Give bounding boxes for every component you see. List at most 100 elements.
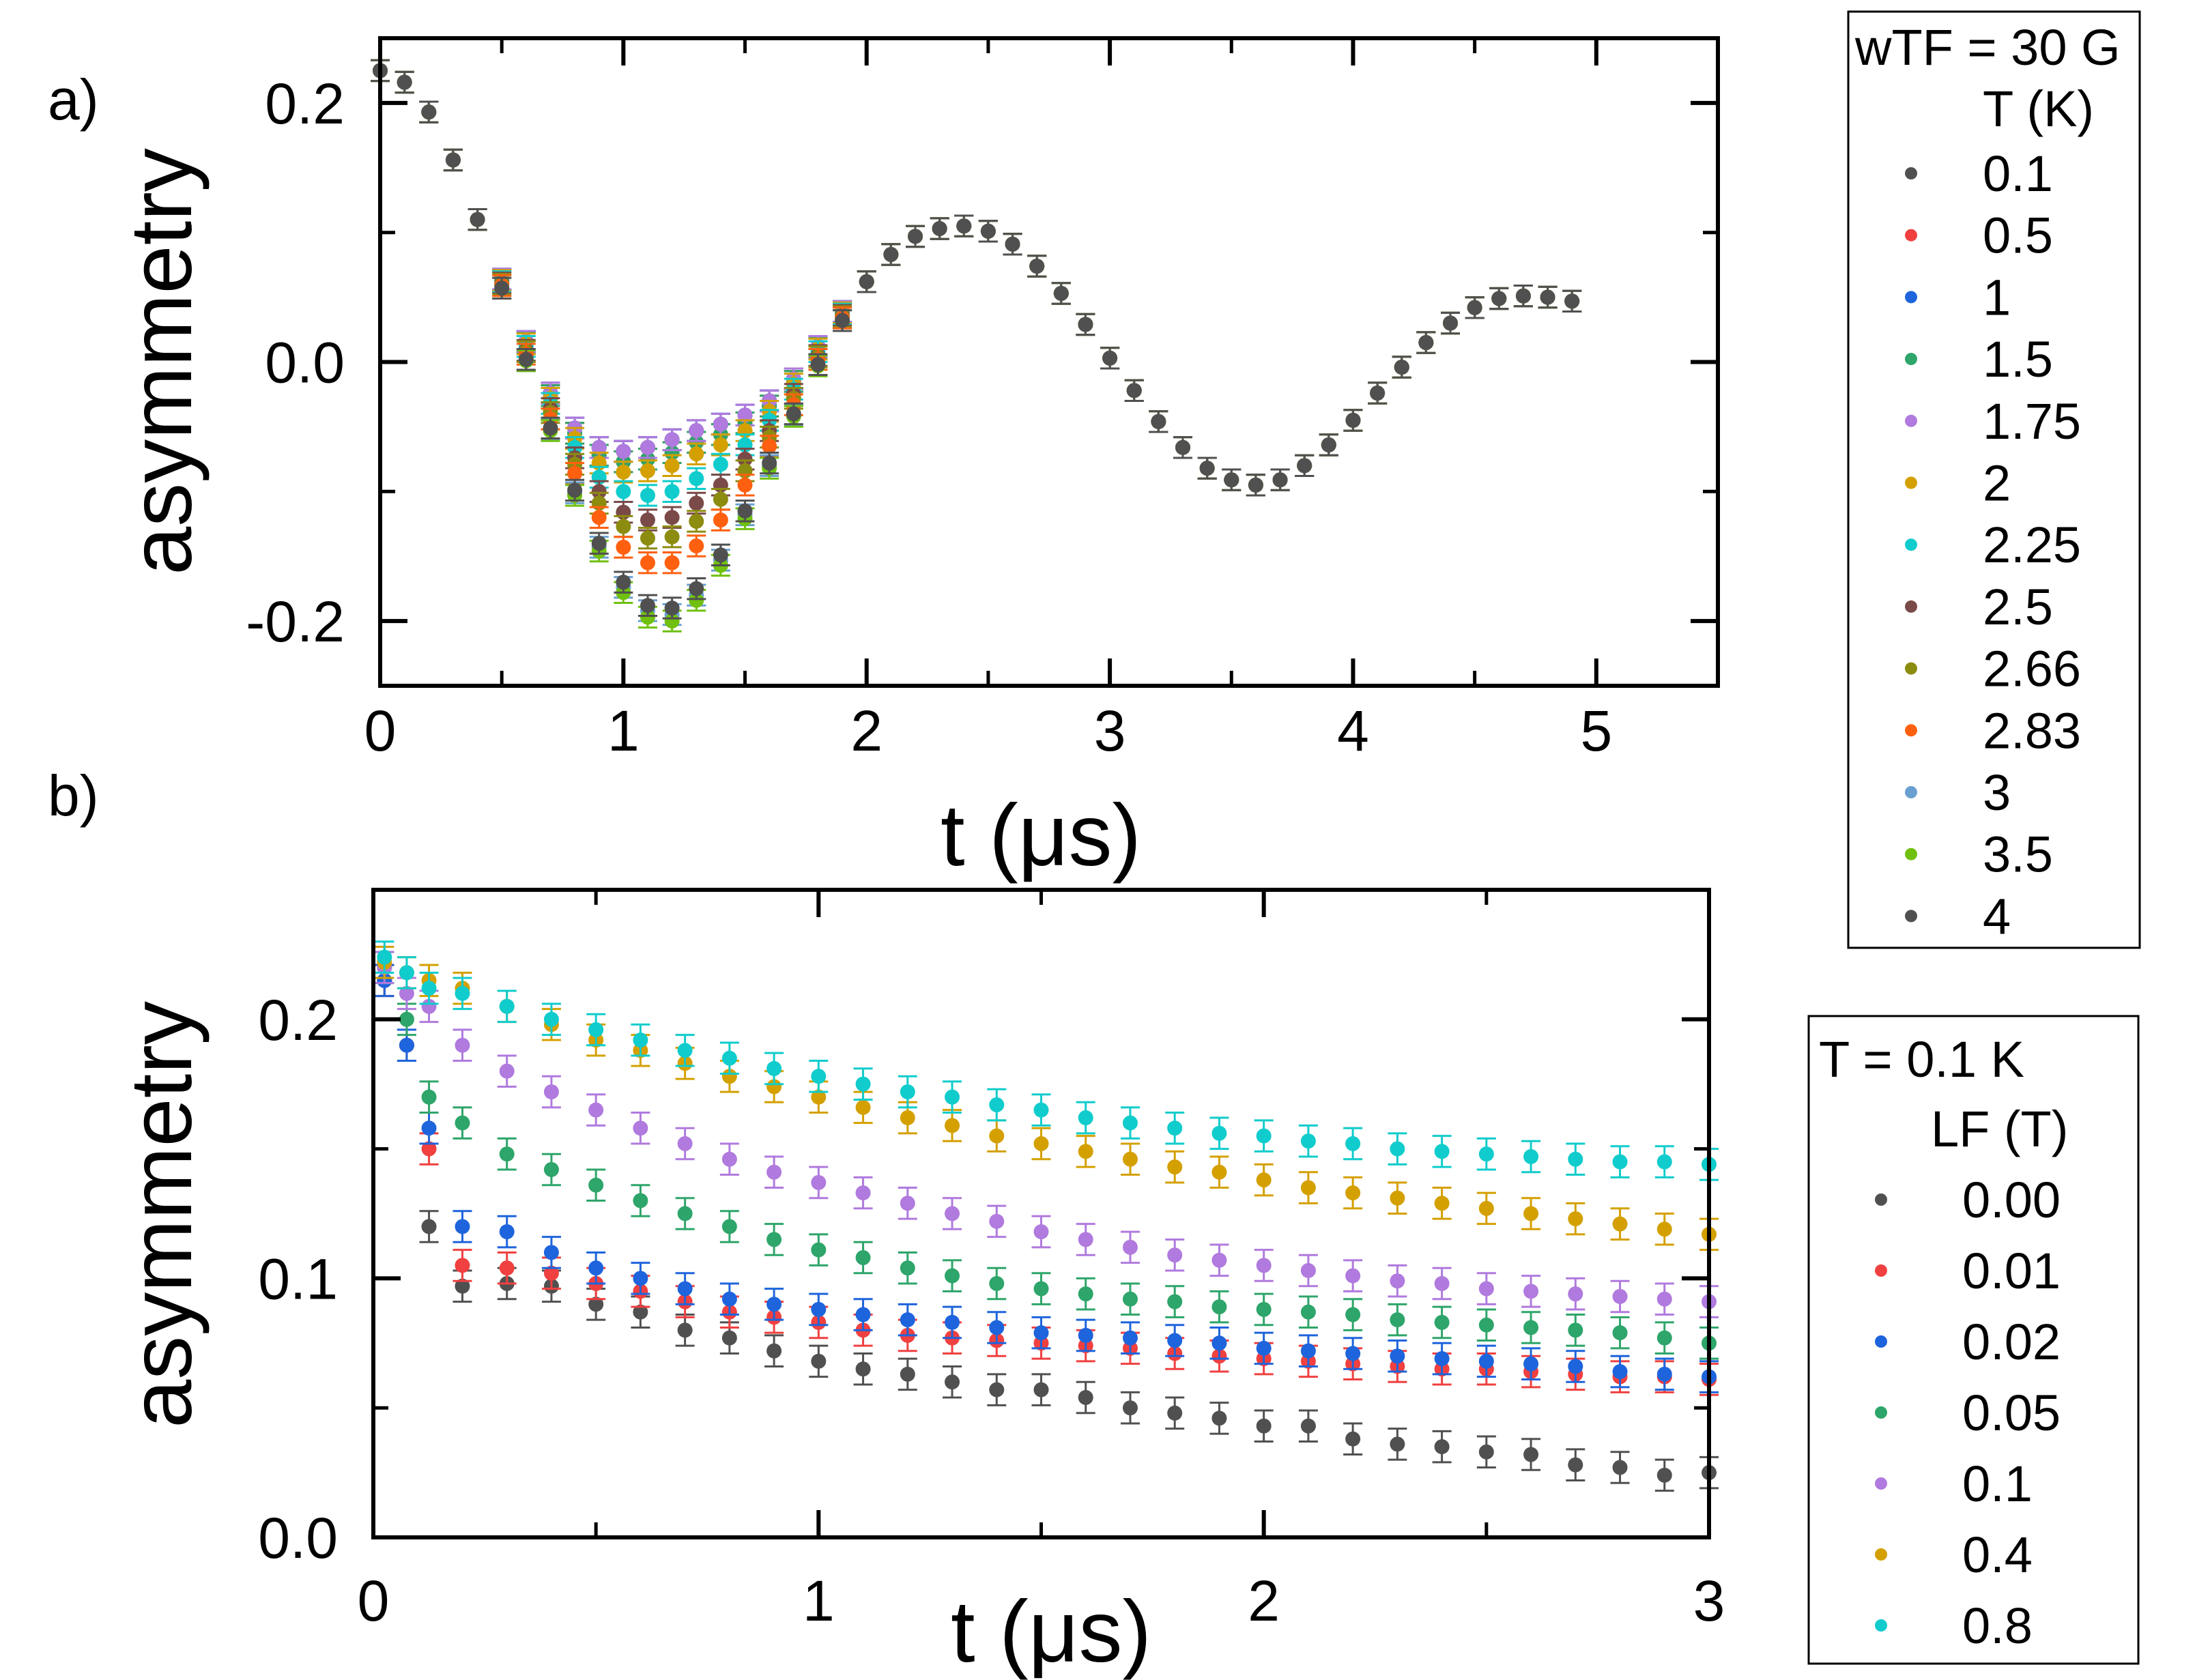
legend-label: 0.4	[1962, 1526, 2033, 1583]
marker	[1370, 386, 1386, 401]
data-point	[1254, 1409, 1274, 1443]
marker	[543, 1265, 559, 1281]
data-point	[589, 506, 609, 529]
data-point	[1654, 1145, 1674, 1178]
marker	[640, 598, 655, 613]
data-point	[1076, 1318, 1095, 1352]
data-point	[1100, 347, 1120, 370]
data-point	[1476, 1191, 1496, 1226]
marker	[1523, 1356, 1539, 1372]
marker	[543, 1161, 559, 1177]
marker	[945, 1374, 960, 1390]
data-point	[809, 1292, 829, 1327]
data-point	[1654, 1458, 1674, 1492]
legend-item: 0.1	[1905, 145, 2053, 202]
legend-subtitle: LF (T)	[1931, 1101, 2068, 1157]
marker	[1300, 1180, 1316, 1196]
marker	[737, 451, 753, 467]
marker	[1078, 1390, 1093, 1406]
data-point	[687, 577, 706, 600]
data-point	[1343, 1176, 1363, 1210]
marker	[399, 1037, 414, 1053]
data-point	[419, 100, 439, 124]
data-point	[943, 1365, 962, 1399]
x-tick-label: 2	[850, 699, 883, 763]
marker	[1656, 1330, 1672, 1346]
data-point	[675, 1314, 695, 1347]
legend-item: 0.05	[1875, 1385, 2061, 1441]
data-point	[987, 1311, 1007, 1344]
y-axis-label: asymmetry	[113, 1001, 210, 1428]
x-tick-label: 5	[1580, 699, 1612, 763]
marker	[591, 439, 607, 455]
data-point	[1432, 1135, 1452, 1168]
marker	[689, 538, 704, 554]
data-point	[764, 1288, 784, 1321]
data-point	[808, 353, 828, 376]
marker	[766, 1343, 782, 1359]
data-point	[833, 309, 852, 332]
marker	[567, 482, 583, 498]
marker	[499, 1063, 515, 1079]
legend-marker	[1875, 1548, 1887, 1561]
data-point	[541, 1236, 561, 1269]
legend-label: 1.5	[1983, 331, 2053, 388]
y-tick-label: 0.0	[265, 331, 345, 395]
marker	[689, 592, 704, 608]
marker	[1256, 1258, 1272, 1273]
marker	[1612, 1154, 1628, 1170]
marker	[1033, 1382, 1049, 1397]
marker	[1612, 1364, 1628, 1380]
marker	[1390, 1190, 1405, 1206]
marker	[945, 1206, 960, 1221]
data-point	[1209, 1402, 1229, 1435]
data-point	[662, 454, 682, 478]
data-point	[1521, 1311, 1541, 1344]
marker	[721, 1291, 737, 1307]
data-point	[1432, 1187, 1452, 1220]
marker	[1211, 1252, 1227, 1268]
legend-label: 0.01	[1962, 1243, 2061, 1299]
x-axis-label: t (μs)	[951, 1583, 1151, 1680]
marker	[455, 1115, 470, 1131]
marker	[1199, 461, 1215, 476]
data-point	[987, 1119, 1007, 1153]
legend-marker	[1905, 229, 1917, 242]
ticks: 0 1 2 3 4 5 -0.2 0.0 0.2	[246, 38, 1718, 763]
data-point	[898, 1187, 917, 1220]
marker	[543, 420, 558, 436]
marker	[989, 1213, 1005, 1229]
marker	[713, 512, 728, 528]
data-point	[1076, 1135, 1095, 1168]
marker	[1300, 1343, 1316, 1359]
data-point	[1654, 1321, 1674, 1355]
data-point	[719, 1282, 739, 1316]
marker	[1656, 1291, 1672, 1307]
data-point	[1432, 1305, 1452, 1339]
marker	[1418, 335, 1434, 351]
legend: T = 0.1 K LF (T) 0.00 0.01 0.02 0.05 0.1 0.4 0.8	[1807, 1015, 2140, 1665]
data-point	[1432, 1430, 1452, 1464]
marker	[945, 1268, 960, 1284]
marker	[640, 439, 655, 455]
data-point	[711, 543, 730, 566]
data-point	[764, 1223, 784, 1256]
marker	[1033, 1136, 1049, 1152]
legend-marker	[1875, 1193, 1887, 1206]
data-point	[943, 1197, 962, 1230]
marker	[1478, 1281, 1494, 1297]
data-point	[443, 148, 463, 172]
marker	[1394, 360, 1409, 375]
data-point	[1388, 1303, 1407, 1337]
data-point	[898, 1251, 917, 1285]
data-point	[492, 276, 512, 300]
marker	[1033, 1325, 1049, 1341]
legend-label: 1.75	[1983, 393, 2081, 450]
y-axis-label: asymmetry	[113, 148, 210, 575]
marker	[1300, 1263, 1316, 1279]
marker	[855, 1250, 871, 1266]
data-point	[1343, 1422, 1363, 1456]
marker	[900, 1260, 915, 1276]
